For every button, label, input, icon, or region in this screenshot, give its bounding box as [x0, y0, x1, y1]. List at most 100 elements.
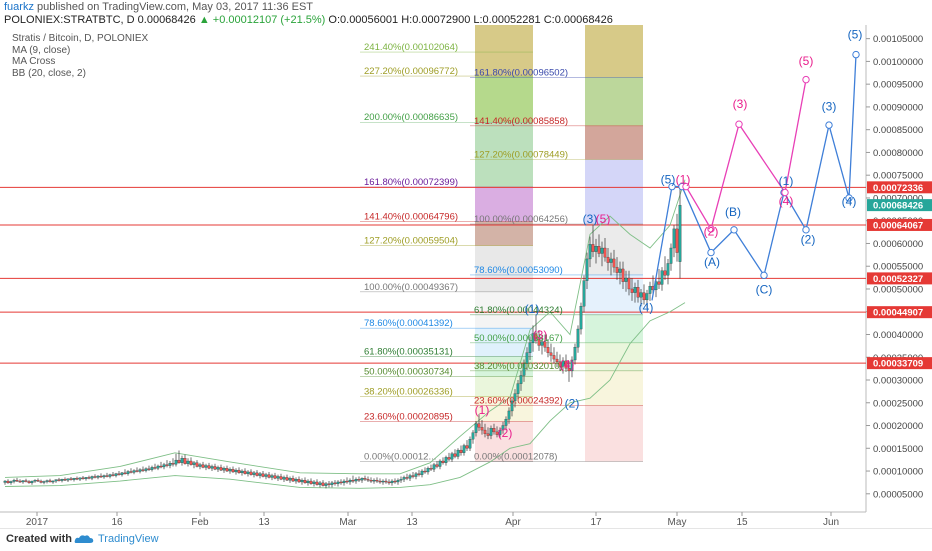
- fib-band-right: [585, 77, 643, 126]
- fib-label-left: 78.60%(0.00041392): [364, 318, 453, 329]
- candle-body: [273, 475, 277, 479]
- y-tick-label: 0.00075000: [873, 171, 923, 182]
- y-tick-label: 0.00040000: [873, 330, 923, 341]
- legend-bb[interactable]: BB (20, close, 2): [12, 67, 86, 79]
- indicator-legend: Stratis / Bitcoin, D, POLONIEX MA (9, cl…: [12, 33, 148, 79]
- candle-body: [552, 355, 556, 360]
- candle-body: [132, 470, 136, 473]
- fib-label-right: 50.00%(0.00038167): [474, 333, 563, 344]
- candle-body: [435, 464, 439, 467]
- candle-body: [219, 467, 223, 471]
- candle-body: [474, 423, 478, 433]
- fib-band-left: [475, 25, 533, 77]
- wave-node: [707, 225, 715, 233]
- candle-body: [177, 459, 181, 463]
- price-tag: [867, 306, 932, 319]
- candle-body: [33, 479, 37, 482]
- fib-label-right: 127.20%(0.00078449): [474, 149, 568, 160]
- candle-body: [588, 244, 592, 260]
- candle-body: [561, 360, 565, 367]
- candle-body: [42, 481, 46, 483]
- legend-ma-cross[interactable]: MA Cross: [12, 56, 56, 67]
- x-tick-label: Apr: [505, 517, 521, 528]
- candle-body: [519, 375, 523, 384]
- candle-body: [27, 481, 31, 484]
- symbol-name[interactable]: POLONIEX:STRATBTC, D: [4, 14, 135, 26]
- wave-node: [735, 120, 743, 128]
- candle-body: [312, 481, 316, 484]
- candle-body: [99, 475, 103, 478]
- candle-body: [135, 470, 139, 472]
- fib-label-right: 161.80%(0.00096502): [474, 67, 568, 78]
- candle-body: [387, 481, 391, 484]
- candle-body: [63, 479, 67, 481]
- candle-body: [264, 474, 268, 477]
- y-tick-label: 0.00100000: [873, 57, 923, 68]
- wave-label-magenta: (5): [799, 54, 814, 68]
- candle-body: [90, 476, 94, 479]
- candle-body: [39, 480, 43, 483]
- candle-body: [657, 281, 661, 285]
- candle-body: [354, 479, 358, 482]
- candle-body: [558, 361, 562, 367]
- candle-body: [456, 449, 460, 457]
- candle-body: [522, 363, 526, 376]
- candle-body: [483, 429, 487, 434]
- candle-body: [492, 428, 496, 433]
- y-tick-label: 0.00050000: [873, 284, 923, 295]
- wave-label-blue: (A): [704, 255, 720, 269]
- candle-body: [234, 469, 238, 473]
- candle-body: [192, 462, 196, 465]
- x-tick-label: Feb: [191, 517, 209, 528]
- wave-label-magenta: (2): [704, 224, 719, 238]
- wave-node: [707, 248, 715, 257]
- candle-body: [540, 341, 544, 346]
- x-tick-label: 2017: [26, 517, 49, 528]
- candle-body: [579, 306, 583, 330]
- candle-body: [261, 473, 265, 477]
- price-chart[interactable]: 2017 16 Feb 13 Mar 13 Apr 17 May 15 Jun 0.00105000 0…: [0, 25, 932, 528]
- candle-body: [432, 464, 436, 470]
- fib-label-right: 61.80%(0.00044324): [474, 305, 563, 316]
- fib-band-left: [475, 396, 533, 422]
- candle-body: [555, 358, 559, 362]
- candle-body: [567, 368, 571, 372]
- candle-body: [459, 449, 463, 453]
- wave-label-magenta: (5): [596, 212, 611, 226]
- candle-body: [339, 481, 343, 484]
- candle-body: [600, 247, 604, 254]
- candle-body: [672, 228, 676, 249]
- fib-band-left: [475, 221, 533, 246]
- candle-body: [129, 471, 133, 473]
- candle-body: [309, 480, 313, 484]
- candle-body: [360, 478, 364, 481]
- candle-body: [429, 468, 433, 470]
- created-with-label: Created with: [6, 533, 73, 545]
- candle-body: [537, 338, 541, 346]
- candle-body: [330, 482, 334, 485]
- candle-body: [111, 474, 115, 476]
- fib-label-left: 141.40%(0.00064796): [364, 212, 458, 223]
- candle-body: [408, 475, 412, 479]
- candle-body: [171, 463, 175, 465]
- author-link[interactable]: fuarkz: [4, 1, 34, 13]
- candle-body: [165, 464, 169, 466]
- x-tick-label: May: [668, 517, 687, 528]
- fib-band-right: [585, 370, 643, 406]
- candle-body: [351, 479, 355, 482]
- fib-label-right: 38.20%(0.00032010): [474, 361, 563, 372]
- candle-body: [666, 263, 670, 276]
- candle-body: [675, 228, 679, 253]
- fib-label-right: 78.60%(0.00053090): [474, 265, 563, 276]
- legend-title[interactable]: Stratis / Bitcoin, D, POLONIEX: [12, 33, 149, 44]
- fib-band-right: [585, 274, 643, 315]
- candle-body: [327, 483, 331, 485]
- candle-body: [87, 477, 91, 479]
- tradingview-brand[interactable]: TradingView: [98, 533, 159, 545]
- y-tick-label: 0.00005000: [873, 489, 923, 500]
- candle-body: [381, 480, 385, 483]
- fib-band-left: [475, 76, 533, 123]
- candle-body: [639, 292, 643, 298]
- fib-label-left: 241.40%(0.00102064): [364, 42, 458, 53]
- legend-ma[interactable]: MA (9, close): [12, 44, 71, 56]
